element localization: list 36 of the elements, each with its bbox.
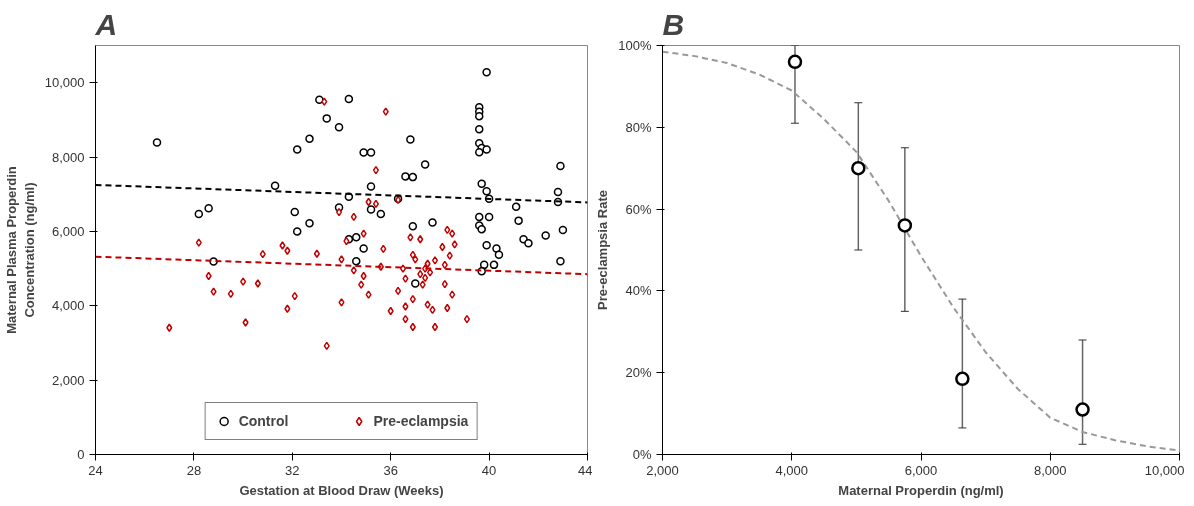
x-tick-label: 28 — [186, 462, 202, 478]
legend-label: Pre-eclampsia — [373, 413, 469, 429]
y-tick-label: 6,000 — [51, 223, 85, 239]
y-tick-label: 2,000 — [51, 372, 85, 388]
legend-label: Control — [238, 413, 289, 429]
x-tick-label: 8,000 — [1033, 462, 1067, 478]
point — [1075, 402, 1090, 417]
x-tick-label: 2,000 — [646, 462, 679, 478]
x-tick-label: 4,000 — [775, 462, 809, 478]
y-tick-label: 10,000 — [44, 75, 85, 91]
x-tick-label: 40 — [481, 462, 497, 478]
point — [897, 218, 913, 233]
x-tick-label: 6,000 — [904, 462, 938, 478]
x-tick-label: 32 — [285, 462, 300, 478]
x-tick-label: 36 — [383, 462, 398, 478]
y-tick-label: 0 — [77, 447, 85, 462]
y-axis-title: Pre-eclampsia Rate — [595, 190, 611, 310]
y-tick-label: 40% — [625, 283, 652, 299]
x-axis-title: Gestation at Blood Draw (Weeks) — [239, 482, 444, 498]
y-tick-label: 20% — [625, 365, 652, 381]
x-tick-label: 44 — [578, 462, 593, 478]
point — [851, 160, 866, 176]
y-tick-label: 100% — [618, 38, 652, 53]
y-tick-label: 60% — [625, 201, 652, 217]
x-tick-label: 10,000 — [1144, 462, 1185, 478]
y-tick-label: 8,000 — [51, 149, 85, 165]
y-tick-label: 0% — [632, 447, 652, 462]
y-axis-title: Maternal Plasma Properdin Concentration (ng/ml) — [3, 166, 37, 334]
point — [955, 371, 970, 387]
y-tick-label: 80% — [625, 119, 652, 135]
x-axis-title: Maternal Properdin (ng/ml) — [838, 482, 1004, 498]
x-tick-label: 24 — [88, 462, 103, 478]
chart-title: A — [94, 7, 118, 41]
y-tick-label: 4,000 — [51, 298, 85, 314]
chart-title: B — [662, 7, 685, 41]
point — [787, 54, 803, 70]
